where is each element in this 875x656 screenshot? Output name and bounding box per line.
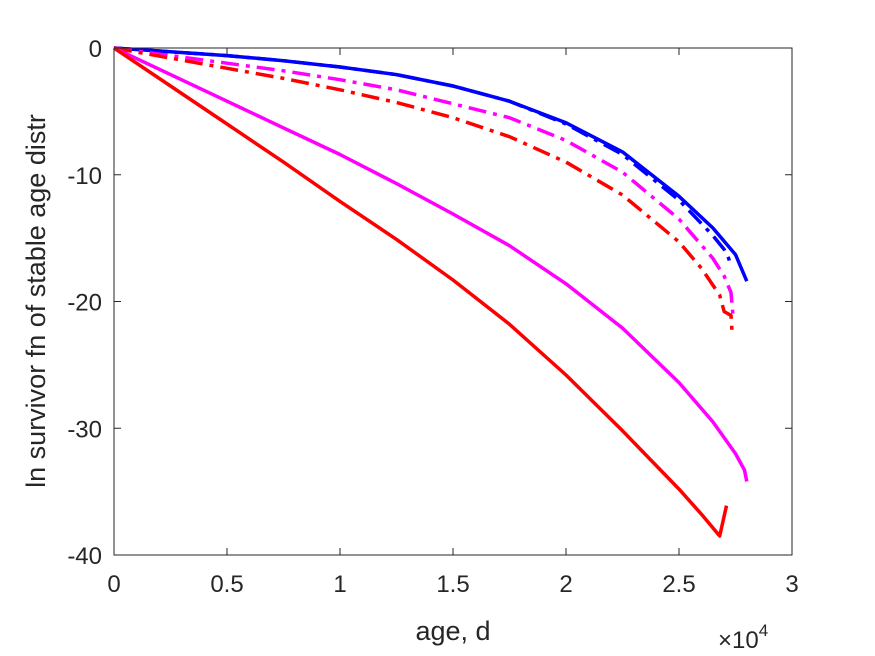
series-line-6 <box>113 46 729 538</box>
x-tick-label: 1.5 <box>436 571 469 598</box>
series-line-4 <box>113 46 734 334</box>
y-tick-label: 0 <box>89 36 102 63</box>
y-tick-label: -40 <box>67 543 102 570</box>
series-line-3 <box>113 46 735 319</box>
tick-group: 0 0.5 1 1.5 2 2.5 3 0 -10 -20 -30 -40 <box>67 36 798 598</box>
x-axis-exponent-power: 4 <box>759 621 768 640</box>
x-axis-title: age, d <box>415 616 490 646</box>
y-tick-label: -30 <box>67 416 102 443</box>
x-axis-exponent-base: ×10 <box>718 627 759 654</box>
x-axis-exponent: ×104 <box>718 621 768 654</box>
x-tick-label: 2 <box>559 571 572 598</box>
y-axis-title: ln survivor fn of stable age distr <box>21 114 51 488</box>
x-tick-label: 2.5 <box>662 571 695 598</box>
series-line-2 <box>113 46 733 268</box>
y-tick-label: -20 <box>67 290 102 317</box>
series-group <box>113 46 749 538</box>
y-tick-label: -10 <box>67 163 102 190</box>
series-line-5 <box>113 46 749 482</box>
x-tick-label: 3 <box>785 571 798 598</box>
x-tick-label: 0.5 <box>210 571 243 598</box>
x-tick-label: 1 <box>333 571 346 598</box>
x-tick-label: 0 <box>107 571 120 598</box>
